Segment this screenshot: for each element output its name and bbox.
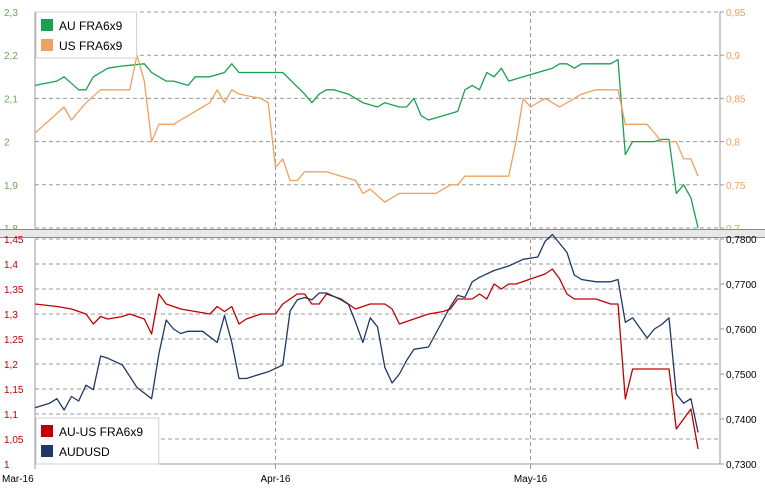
legend-swatch: [41, 39, 53, 51]
left-tick-label: 2,3: [4, 8, 18, 19]
left-tick-label: 1,05: [4, 435, 24, 446]
top-left-axis-ticks: 1,81,922,12,22,3: [4, 8, 18, 235]
right-tick-label: 0,7800: [726, 235, 757, 246]
legend-swatch: [41, 19, 53, 31]
right-tick-label: 0,9: [726, 51, 740, 62]
left-tick-label: 1,2: [4, 360, 18, 371]
left-tick-label: 1,15: [4, 385, 24, 396]
series-line-au-fra6x9: [34, 58, 699, 229]
left-tick-label: 1,1: [4, 410, 18, 421]
right-tick-label: 0,95: [726, 8, 746, 19]
left-tick-label: 1,4: [4, 260, 18, 271]
right-tick-label: 0,8: [726, 138, 740, 149]
separator-band: [0, 229, 765, 238]
legend-label: US FRA6x9: [59, 39, 123, 53]
top-right-axis-ticks: 0,70,750,80,850,90,95: [720, 8, 746, 235]
x-tick-label: Apr-16: [260, 474, 290, 485]
bottom-series: [34, 233, 699, 450]
legends: AU FRA6x9 US FRA6x9 AU-US FRA6x9 AUDUSD: [35, 11, 160, 465]
legend-swatch: [41, 445, 53, 457]
bottom-left-axis-ticks: 1 1,05 1,1 1,15 1,2 1,25 1,3 1,35 1,4 1,45: [4, 235, 24, 471]
left-tick-label: 1,9: [4, 181, 18, 192]
bottom-legend-box: [35, 417, 160, 465]
left-tick-label: 1,35: [4, 285, 24, 296]
legend-swatch: [41, 425, 53, 437]
x-axis-ticks: Mar-16 Apr-16 May-16: [2, 463, 720, 485]
x-tick-label: Mar-16: [2, 474, 34, 485]
panel-separator: [0, 229, 765, 238]
left-tick-label: 2,1: [4, 94, 18, 105]
legend-label: AU FRA6x9: [59, 19, 123, 33]
right-tick-label: 0,7300: [726, 460, 757, 471]
right-tick-label: 0,85: [726, 94, 746, 105]
series-line-au-us-fra6x9: [34, 268, 699, 450]
left-tick-label: 2: [4, 138, 10, 149]
legend-label: AUDUSD: [59, 445, 110, 459]
right-tick-label: 0,7600: [726, 325, 757, 336]
left-tick-label: 1,3: [4, 310, 18, 321]
left-tick-label: 1,45: [4, 235, 24, 246]
right-tick-label: 0,7700: [726, 280, 757, 291]
top-grid: [34, 11, 721, 229]
top-series: [34, 54, 699, 229]
left-tick-label: 1,25: [4, 335, 24, 346]
right-tick-label: 0,7400: [726, 415, 757, 426]
left-tick-label: 1: [4, 460, 10, 471]
legend-label: AU-US FRA6x9: [59, 425, 143, 439]
x-tick-label: May-16: [514, 474, 548, 485]
right-tick-label: 0,75: [726, 181, 746, 192]
series-line-us-fra6x9: [34, 54, 699, 203]
right-tick-label: 0,7500: [726, 370, 757, 381]
series-line-audusd: [34, 233, 699, 433]
left-tick-label: 2,2: [4, 51, 18, 62]
bottom-right-axis-ticks: 0,7300 0,7400 0,7500 0,7600 0,7700 0,7800: [720, 235, 757, 471]
